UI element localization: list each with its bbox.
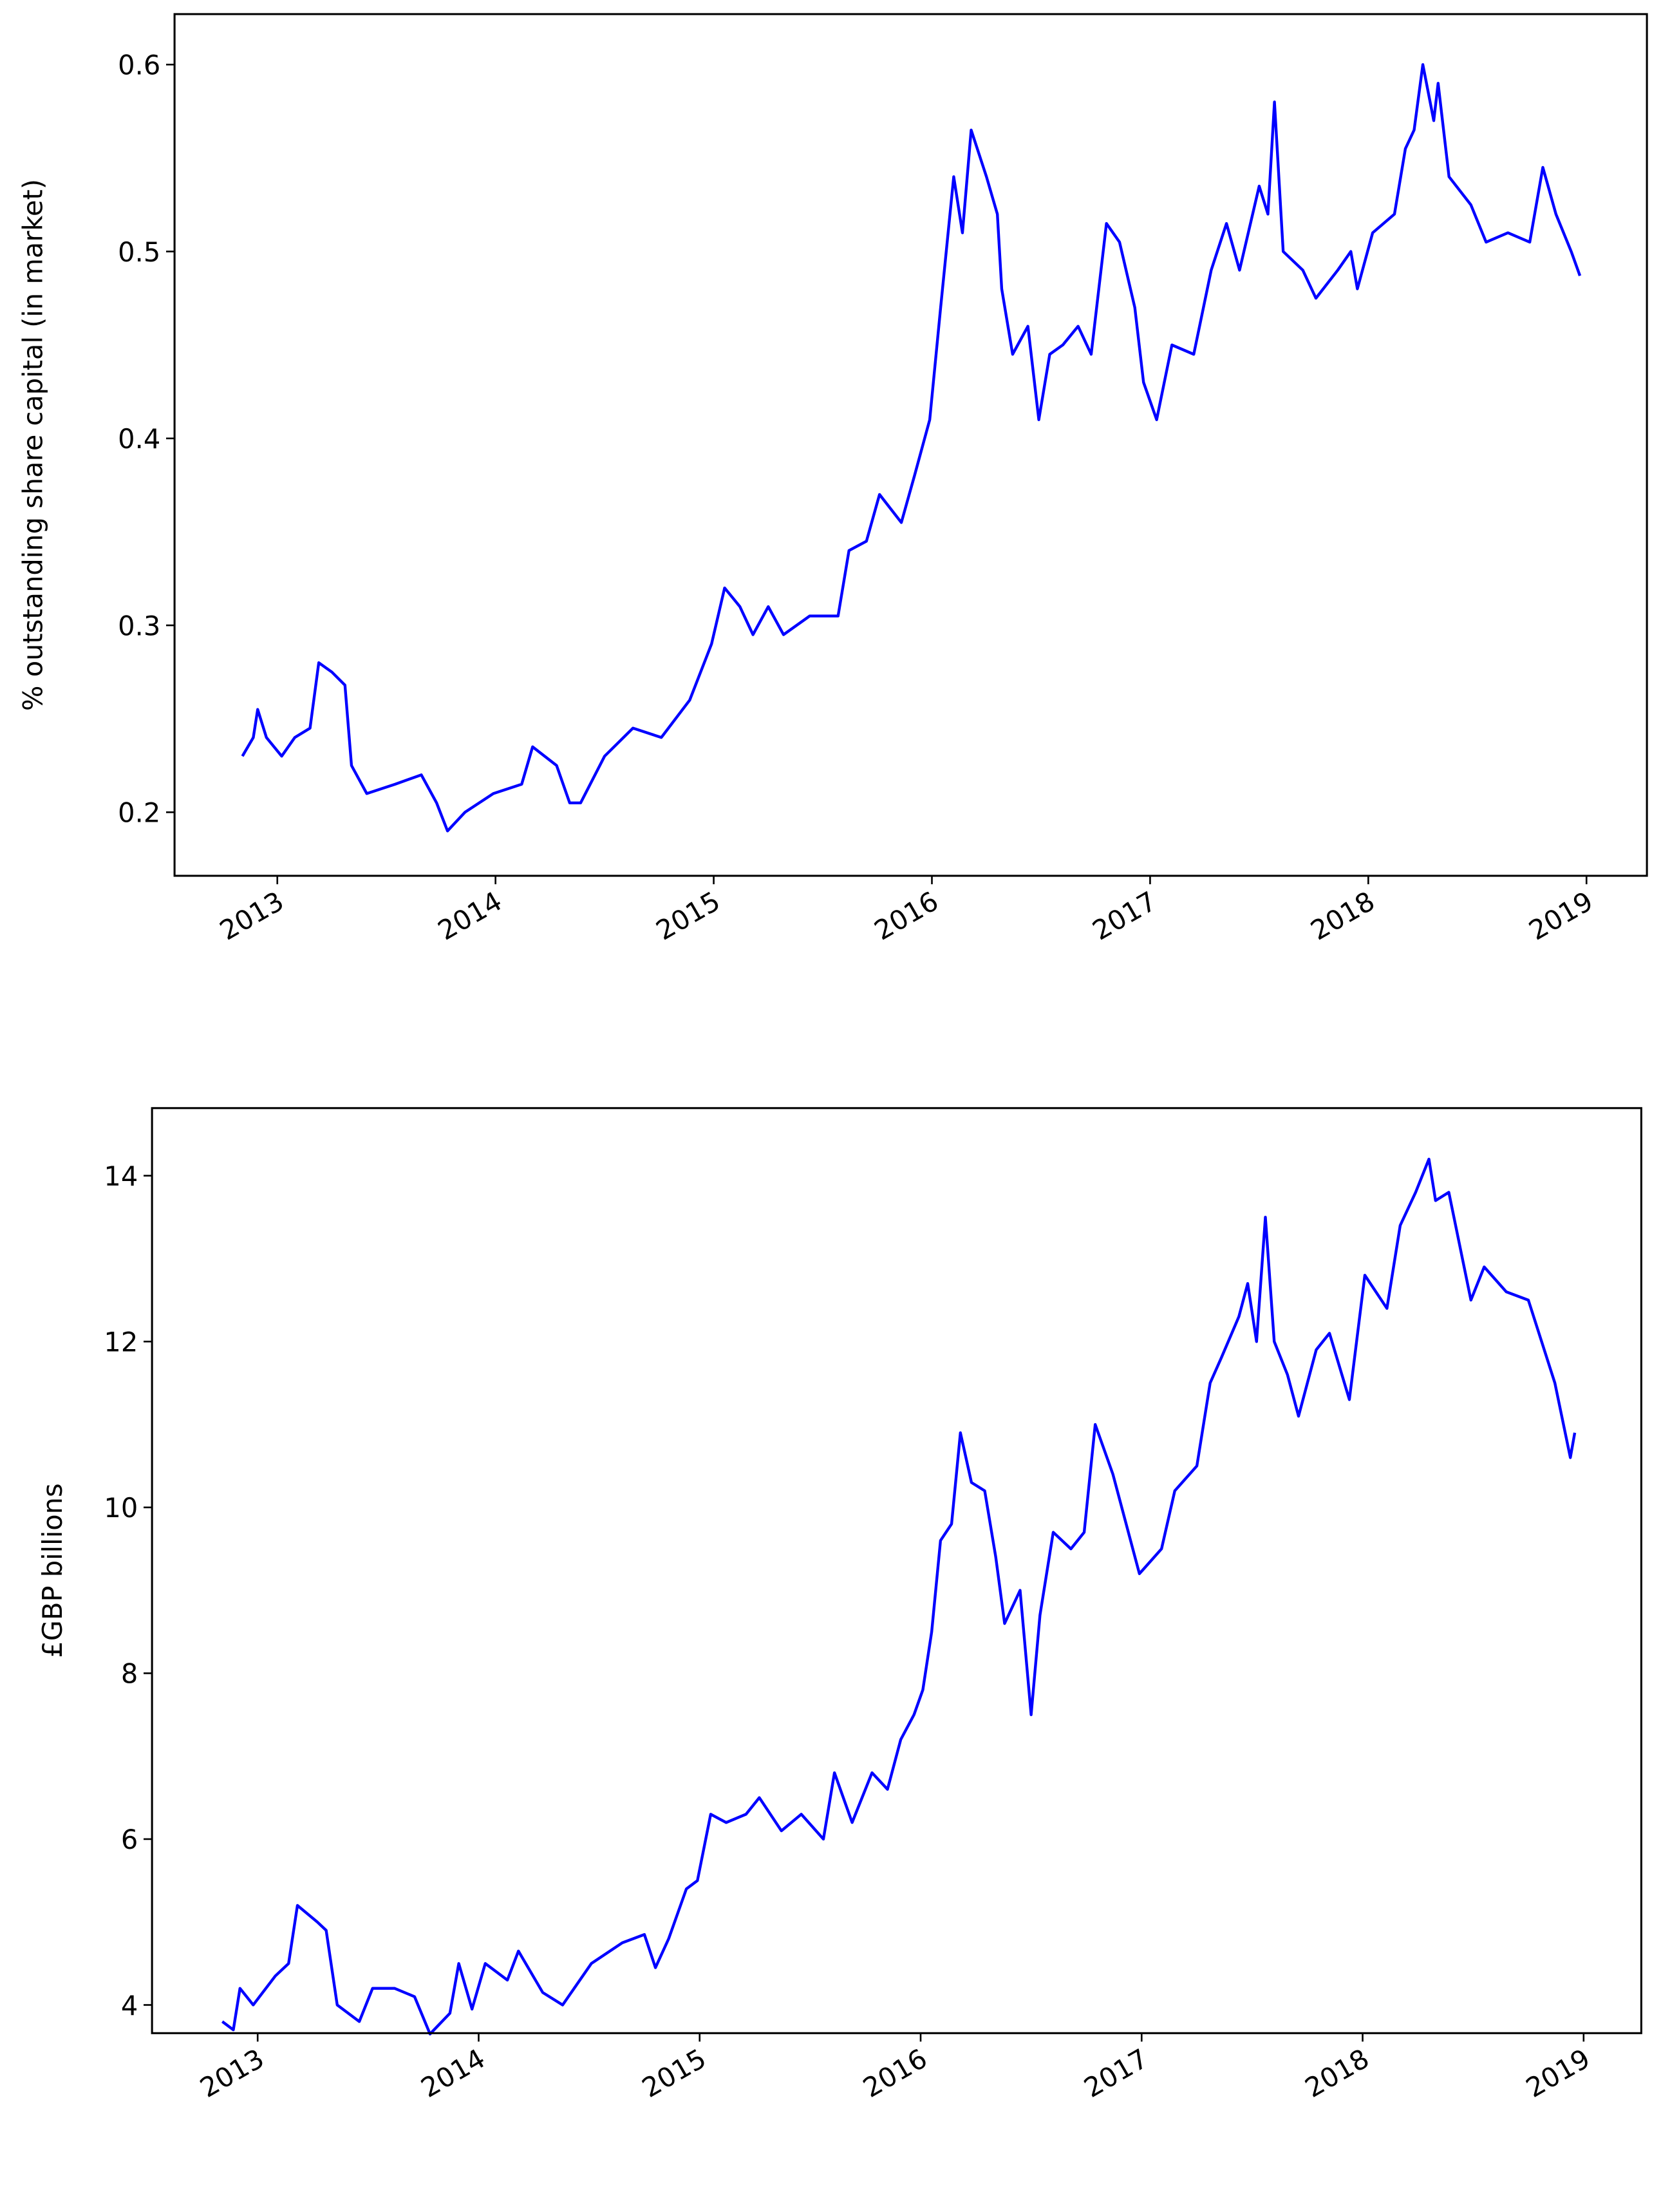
x-tick-label: 2013	[214, 885, 289, 946]
y-tick-label: 4	[121, 1990, 138, 2021]
x-tick-label: 2019	[1521, 2043, 1595, 2104]
y-axis-label: % outstanding share capital (in market)	[17, 179, 49, 711]
plot-frame	[151, 1107, 1642, 2034]
y-tick-label: 0.5	[118, 236, 160, 268]
x-tick-label: 2013	[194, 2043, 269, 2104]
y-tick-label: 10	[104, 1492, 138, 1524]
x-tick-label: 2016	[869, 885, 944, 946]
x-tick-label: 2019	[1523, 885, 1598, 946]
x-tick-label: 2016	[858, 2043, 932, 2104]
y-tick-label: 14	[104, 1160, 138, 1192]
plot-frame	[173, 13, 1648, 877]
x-tick-label: 2014	[416, 2043, 491, 2104]
y-tick-label: 0.4	[118, 423, 160, 455]
y-tick-label: 6	[121, 1824, 138, 1855]
y-tick-label: 12	[104, 1327, 138, 1358]
y-tick-label: 0.6	[118, 50, 160, 81]
data-line	[241, 63, 1582, 833]
y-tick-label: 0.3	[118, 610, 160, 641]
x-tick-label: 2015	[651, 885, 726, 946]
x-tick-label: 2015	[637, 2043, 711, 2104]
data-line	[221, 1157, 1577, 2036]
x-tick-label: 2018	[1300, 2043, 1375, 2104]
x-tick-label: 2017	[1087, 885, 1161, 946]
y-tick-label: 0.2	[118, 797, 160, 829]
x-tick-label: 2014	[433, 885, 507, 946]
y-axis-label: £GBP billions	[37, 1483, 68, 1658]
x-tick-label: 2018	[1305, 885, 1380, 946]
y-tick-label: 8	[121, 1658, 138, 1690]
x-tick-label: 2017	[1078, 2043, 1153, 2104]
